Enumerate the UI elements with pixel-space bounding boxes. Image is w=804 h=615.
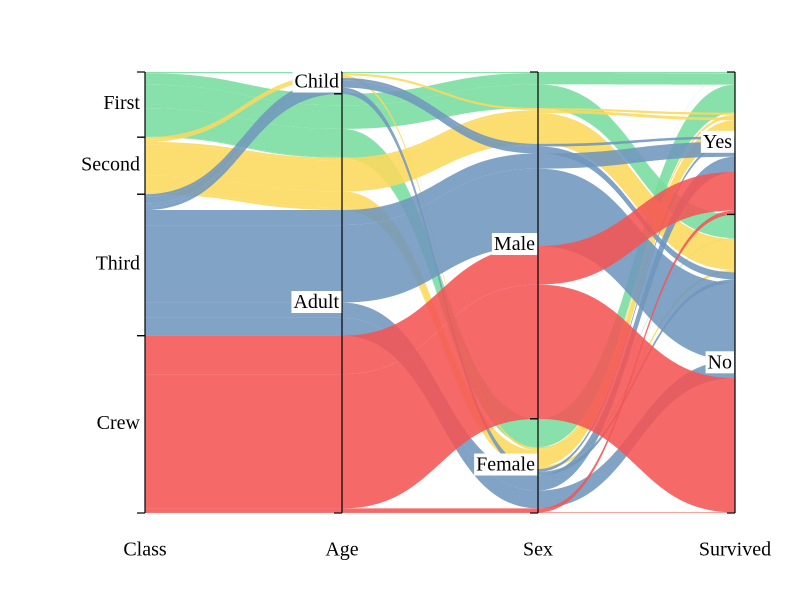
category-label: No (708, 351, 732, 373)
labels: First Second Third Crew Class Child Adult Age Ma… (81, 70, 771, 561)
ribbon (145, 210, 342, 226)
ribbon (538, 108, 735, 115)
ribbon (145, 317, 342, 336)
ribbon (538, 512, 735, 513)
ribbon (342, 508, 538, 513)
ribbon (538, 73, 735, 85)
ribbon (342, 284, 538, 509)
ribbons (145, 72, 735, 513)
category-label: First (103, 92, 140, 114)
ribbon (145, 508, 342, 513)
category-label: Second (81, 153, 140, 175)
ribbon (145, 512, 342, 513)
ribbon (342, 73, 538, 111)
ribbon (342, 90, 538, 476)
ribbon (342, 512, 538, 513)
ribbon (145, 144, 342, 192)
category-label: Third (96, 253, 140, 275)
ribbon (145, 80, 342, 204)
category-label: Child (295, 71, 339, 93)
ribbon (342, 128, 538, 448)
label-background (474, 453, 538, 476)
ribbon (342, 87, 538, 472)
ribbon (342, 80, 538, 154)
label-background (292, 70, 341, 93)
axis-label: Sex (523, 539, 553, 561)
ribbon (145, 108, 342, 157)
ribbon (342, 113, 538, 192)
category-label: Adult (293, 291, 339, 313)
ribbon (538, 210, 735, 513)
ribbon (538, 168, 735, 361)
ribbon (145, 335, 342, 375)
category-label: Male (494, 233, 535, 255)
axis-label: Age (325, 539, 358, 561)
ribbon (145, 225, 342, 303)
ribbon (342, 78, 538, 147)
axis-label: Class (123, 539, 167, 561)
ribbon (538, 110, 735, 121)
axes (137, 71, 736, 514)
category-label: Yes (703, 131, 732, 153)
ribbon (538, 171, 735, 285)
ribbon (342, 246, 538, 375)
ribbon (145, 75, 342, 142)
label-background (700, 130, 735, 153)
ribbon (538, 72, 735, 74)
ribbon (342, 84, 538, 129)
ribbon (145, 90, 342, 211)
ribbon (145, 78, 342, 197)
ribbon (145, 73, 342, 140)
ribbon (145, 87, 342, 207)
label-background (705, 351, 734, 374)
axis-label: Survived (699, 539, 771, 561)
category-label: Crew (97, 412, 141, 434)
label-background (491, 233, 538, 256)
ribbon (342, 153, 538, 226)
ribbon (145, 374, 342, 509)
label-background (291, 291, 342, 314)
ribbon (538, 138, 735, 472)
ribbon (342, 110, 538, 161)
ribbon (538, 156, 735, 491)
ribbon (342, 72, 538, 74)
ribbon (538, 136, 735, 147)
ribbon (538, 284, 735, 513)
ribbon (145, 191, 342, 211)
ribbon (342, 168, 538, 303)
ribbon (538, 141, 735, 169)
category-label: Female (476, 454, 535, 476)
ribbon (342, 73, 538, 106)
ribbon (538, 113, 735, 270)
